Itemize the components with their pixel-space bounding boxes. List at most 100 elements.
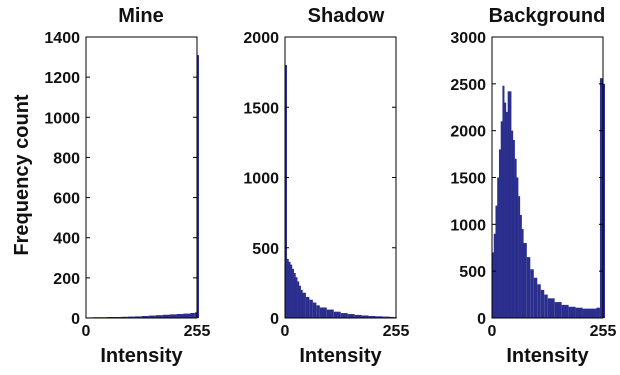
histogram-bar [516,177,519,318]
histogram-bar [298,285,301,318]
panel-title: Mine [118,5,164,27]
x-axis-label: Intensity [506,345,589,367]
y-tick-label: 3000 [450,30,486,47]
histogram-bar [540,289,545,318]
histogram-bar [518,196,521,318]
histogram-bar [293,273,296,318]
y-tick-label: 600 [53,191,80,208]
x-tick-label: 255 [184,323,211,340]
y-tick-label: 0 [71,311,80,328]
histogram-bar [361,315,369,318]
histogram-bar [120,316,128,318]
histogram-bar [544,294,548,318]
histogram-bar [521,229,524,318]
histogram-bar [537,284,541,318]
histogram-bar [285,65,287,318]
histogram-bar [300,289,303,318]
histogram-bar [512,140,515,318]
histogram-bar [389,316,394,318]
histogram-bar [603,83,605,318]
histogram-bar [155,315,163,318]
histogram-bar [589,308,597,318]
histogram-bar [354,314,362,318]
histogram-bar [561,304,569,318]
y-axis-label: Frequency count [11,94,33,255]
histogram-bar [197,55,199,319]
y-tick-label: 1500 [243,100,279,117]
histogram-bar [495,205,498,318]
histogram-bar [554,302,562,318]
histogram-bar [190,312,195,318]
histogram-bar [134,316,142,318]
y-tick-label: 0 [477,311,486,328]
histogram-bar [290,264,293,318]
histogram-bar [526,257,531,318]
histogram-bar [568,306,576,318]
histogram-bar [312,302,317,318]
x-tick-label: 0 [488,323,497,340]
y-tick-label: 1500 [450,171,486,188]
y-tick-label: 2000 [450,124,486,141]
histogram-bar [127,316,135,318]
histogram-bar [347,314,355,318]
x-tick-label: 0 [82,323,91,340]
histogram-bar [169,314,177,318]
histogram-bar [162,314,170,318]
panel-title: Shadow [308,5,385,27]
histogram-bar [509,91,512,319]
histogram-panel: Background 0 500 1000 1500 2000 2500 3000 0 255In… [450,5,616,367]
histogram-bar [582,308,590,318]
histogram-bar [504,102,507,318]
histogram-bar [533,277,538,318]
x-axis-label: Intensity [299,345,382,367]
histogram-bar [511,130,514,318]
histogram-bar [514,158,517,318]
histogram-bar [326,309,334,318]
histogram-bar [297,281,300,318]
histogram-bar [368,316,376,318]
y-tick-label: 2000 [243,30,279,47]
y-tick-label: 0 [270,311,279,328]
y-tick-label: 1000 [450,217,486,234]
histogram-bar [333,311,341,318]
plot-frame [85,36,198,319]
histogram-bar [599,78,603,318]
histogram-bar [523,243,527,318]
histogram-bar [519,214,522,318]
y-tick-label: 800 [53,150,80,167]
histogram-bar [382,316,390,318]
y-tick-label: 1400 [44,30,80,47]
histogram-bar [575,307,583,318]
histogram-bar [498,149,501,318]
histogram-bar [319,307,327,318]
histogram-bar [183,313,191,318]
histogram-bar [596,307,600,318]
histogram-bar [141,315,149,318]
histogram-bar [309,299,313,318]
histogram-bar [493,233,496,318]
histogram-bar [286,258,289,318]
histogram-bar [497,177,500,318]
histogram-bar [295,277,298,318]
histogram-bar [113,316,121,318]
y-tick-label: 500 [252,241,279,258]
x-tick-label: 255 [590,323,617,340]
y-tick-label: 1000 [44,110,80,127]
histogram-bar [176,313,184,318]
histogram-panel: Mine 0 200 400 600 800 1000 1200 1400 0 255Intensi… [44,5,210,367]
x-tick-label: 0 [281,323,290,340]
histogram-bar [148,315,156,318]
histogram-bar [302,292,306,318]
histogram-bar [375,316,383,318]
y-tick-label: 1000 [243,171,279,188]
histogram-bar [305,296,310,318]
histogram-bar [106,316,114,318]
histogram-bar [316,305,320,318]
y-tick-label: 1200 [44,70,80,87]
y-tick-label: 400 [53,231,80,248]
histogram-bar [505,111,508,318]
histogram-bar [291,268,294,318]
x-tick-label: 255 [383,323,410,340]
